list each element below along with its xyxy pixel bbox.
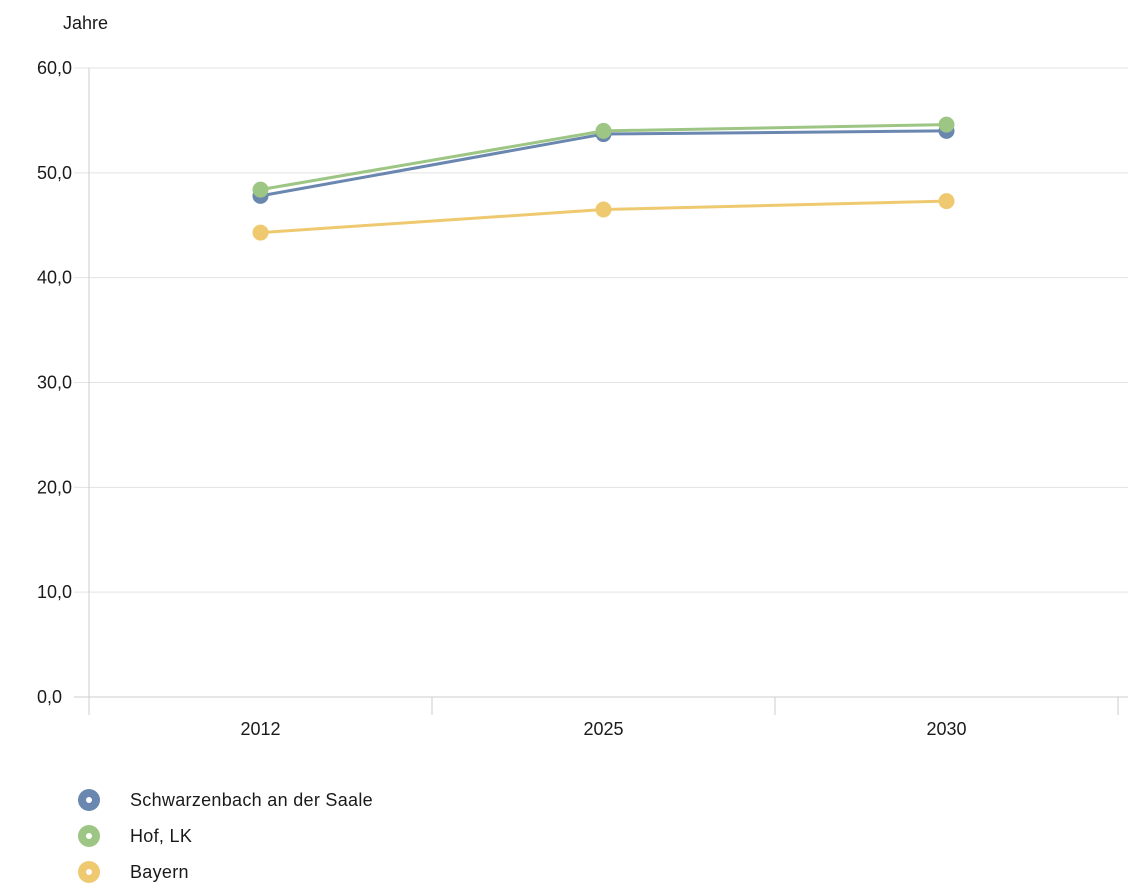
y-tick-label: 50,0 bbox=[37, 163, 72, 183]
data-point bbox=[595, 122, 612, 139]
data-point bbox=[252, 181, 269, 198]
legend-marker-icon bbox=[78, 825, 100, 847]
legend-marker-icon bbox=[78, 789, 100, 811]
x-tick-label: 2030 bbox=[926, 719, 966, 739]
data-point bbox=[595, 201, 612, 218]
x-tick-label: 2012 bbox=[240, 719, 280, 739]
legend-label: Bayern bbox=[130, 861, 189, 882]
series-layer bbox=[252, 116, 955, 241]
legend-label: Hof, LK bbox=[130, 825, 193, 846]
legend-marker-icon bbox=[78, 861, 100, 883]
x-tick-label: 2025 bbox=[583, 719, 623, 739]
gridlines bbox=[74, 67, 1128, 698]
series-2 bbox=[252, 193, 955, 241]
series-1 bbox=[252, 116, 955, 198]
legend-label: Schwarzenbach an der Saale bbox=[130, 789, 373, 810]
y-tick-label: 60,0 bbox=[37, 58, 72, 78]
y-tick-label: 30,0 bbox=[37, 373, 72, 393]
legend-item[interactable]: Bayern bbox=[78, 854, 373, 890]
y-tick-label: 0,0 bbox=[37, 687, 62, 707]
line-chart: Jahre 0,010,020,030,040,050,060,0 2012 20… bbox=[37, 13, 1128, 739]
y-tick-label: 10,0 bbox=[37, 582, 72, 602]
y-tick-label: 20,0 bbox=[37, 477, 72, 497]
data-point bbox=[252, 224, 269, 241]
legend: Schwarzenbach an der Saale Hof, LK Bayern bbox=[78, 782, 373, 890]
legend-item[interactable]: Hof, LK bbox=[78, 818, 373, 854]
x-axis: 2012 2025 2030 bbox=[88, 68, 1119, 739]
legend-item[interactable]: Schwarzenbach an der Saale bbox=[78, 782, 373, 818]
y-axis-ticks: 0,0 10,0 20,0 30,0 40,0 50,0 60,0 bbox=[37, 58, 72, 707]
y-axis-title: Jahre bbox=[63, 13, 108, 33]
y-tick-label: 40,0 bbox=[37, 268, 72, 288]
data-point bbox=[938, 116, 955, 133]
data-point bbox=[938, 193, 955, 210]
